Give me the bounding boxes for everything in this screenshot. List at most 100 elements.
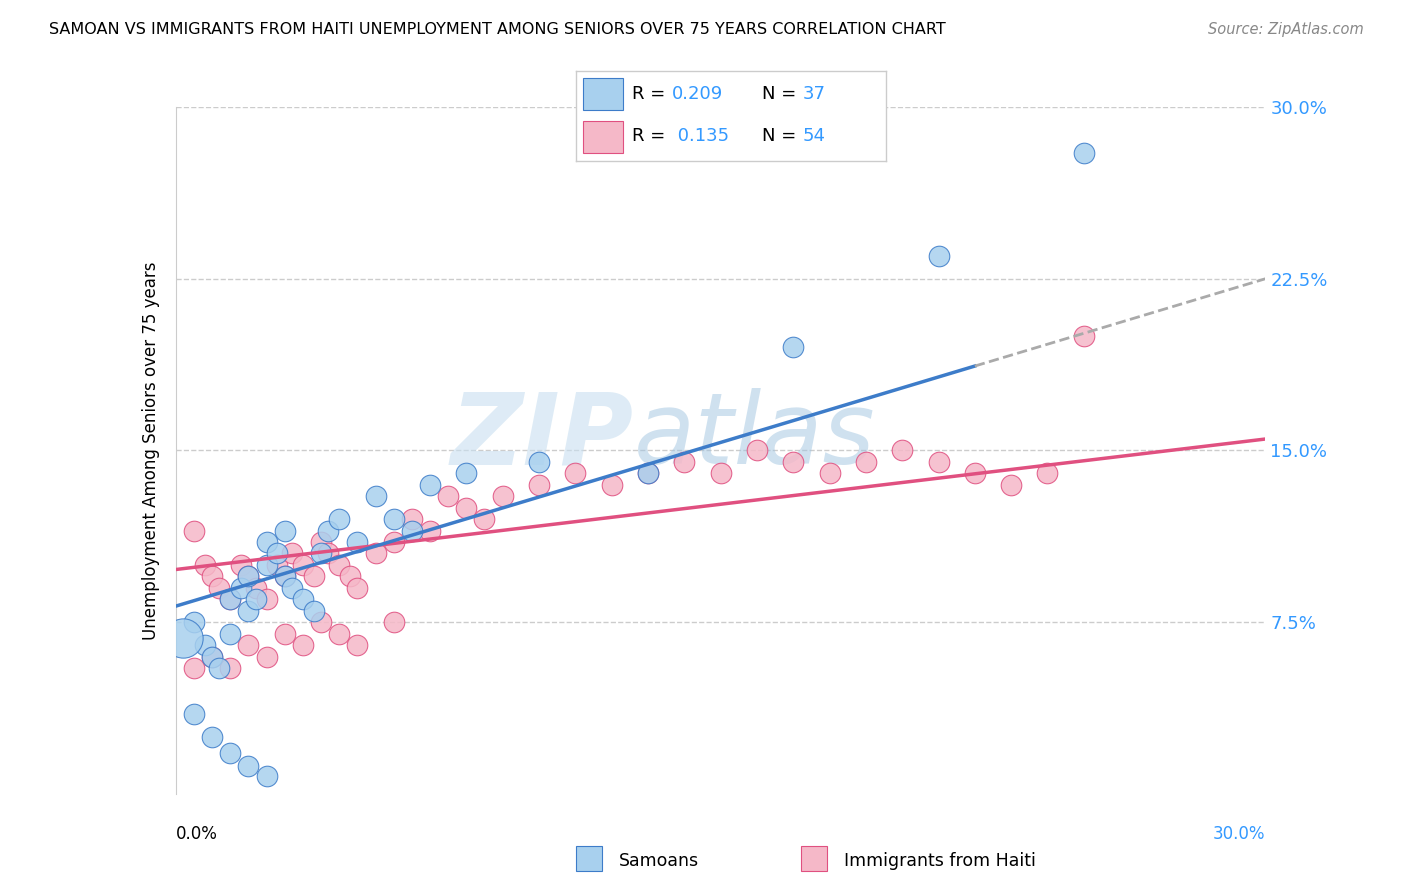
Point: [328, 558, 350, 572]
Text: atlas: atlas: [633, 388, 875, 485]
Point: [855, 455, 877, 469]
Point: [274, 626, 297, 640]
Point: [291, 638, 314, 652]
Point: [219, 661, 242, 675]
Point: [219, 746, 242, 760]
Point: [364, 546, 387, 561]
Point: [231, 581, 253, 595]
Point: [201, 649, 224, 664]
Bar: [582, 78, 623, 110]
Point: [401, 524, 423, 538]
Point: [274, 524, 297, 538]
Point: [302, 604, 325, 618]
Point: [256, 768, 278, 782]
Point: [928, 249, 950, 263]
Point: [238, 638, 260, 652]
Point: [194, 638, 217, 652]
Point: [1073, 145, 1095, 160]
Point: [318, 546, 340, 561]
Point: [437, 489, 460, 503]
Point: [183, 524, 205, 538]
Point: [328, 626, 350, 640]
Text: Samoans: Samoans: [619, 852, 699, 870]
Text: R =: R =: [633, 128, 671, 145]
Text: 37: 37: [803, 85, 825, 103]
Text: 0.0%: 0.0%: [176, 825, 218, 843]
Text: Immigrants from Haiti: Immigrants from Haiti: [844, 852, 1035, 870]
Point: [637, 467, 659, 481]
Text: 30.0%: 30.0%: [1213, 825, 1265, 843]
Point: [245, 581, 267, 595]
Point: [309, 546, 332, 561]
Point: [318, 524, 340, 538]
Point: [527, 455, 550, 469]
Point: [401, 512, 423, 526]
Point: [238, 569, 260, 583]
Point: [219, 592, 242, 607]
Text: N =: N =: [762, 85, 801, 103]
Point: [208, 581, 231, 595]
Text: 0.135: 0.135: [672, 128, 730, 145]
Point: [564, 467, 586, 481]
Point: [456, 467, 478, 481]
Point: [256, 592, 278, 607]
Point: [201, 730, 224, 744]
Bar: [582, 121, 623, 153]
Point: [818, 467, 841, 481]
Point: [238, 759, 260, 773]
Point: [673, 455, 696, 469]
Point: [238, 569, 260, 583]
Text: ZIP: ZIP: [450, 388, 633, 485]
Point: [346, 535, 368, 549]
Point: [637, 467, 659, 481]
Point: [266, 546, 288, 561]
Y-axis label: Unemployment Among Seniors over 75 years: Unemployment Among Seniors over 75 years: [142, 261, 160, 640]
Point: [1036, 467, 1059, 481]
Point: [339, 569, 361, 583]
Point: [928, 455, 950, 469]
Point: [419, 478, 441, 492]
Point: [201, 649, 224, 664]
Point: [183, 615, 205, 630]
Point: [745, 443, 768, 458]
Point: [183, 706, 205, 721]
Point: [382, 512, 405, 526]
Point: [346, 581, 368, 595]
Point: [328, 512, 350, 526]
Point: [219, 592, 242, 607]
Point: [274, 569, 297, 583]
Point: [274, 569, 297, 583]
Point: [346, 638, 368, 652]
Point: [1073, 329, 1095, 343]
Point: [600, 478, 623, 492]
Point: [456, 500, 478, 515]
Point: [474, 512, 496, 526]
Point: [183, 661, 205, 675]
Point: [782, 455, 804, 469]
Point: [238, 604, 260, 618]
Text: Source: ZipAtlas.com: Source: ZipAtlas.com: [1208, 22, 1364, 37]
Text: 54: 54: [803, 128, 825, 145]
Point: [492, 489, 515, 503]
Point: [891, 443, 914, 458]
Point: [256, 535, 278, 549]
Point: [266, 558, 288, 572]
Point: [309, 535, 332, 549]
Point: [309, 615, 332, 630]
Point: [291, 592, 314, 607]
Text: R =: R =: [633, 85, 671, 103]
Point: [302, 569, 325, 583]
Point: [172, 631, 194, 645]
Point: [382, 615, 405, 630]
Point: [364, 489, 387, 503]
Point: [1000, 478, 1022, 492]
Point: [710, 467, 733, 481]
Point: [231, 558, 253, 572]
Point: [201, 569, 224, 583]
Text: 0.209: 0.209: [672, 85, 724, 103]
Text: N =: N =: [762, 128, 801, 145]
Point: [208, 661, 231, 675]
Point: [419, 524, 441, 538]
Point: [256, 649, 278, 664]
Point: [219, 626, 242, 640]
